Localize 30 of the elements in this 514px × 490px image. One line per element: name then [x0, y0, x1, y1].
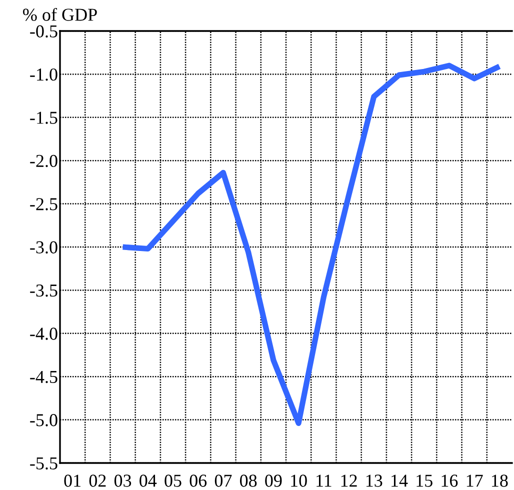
x-tick-label: 06 [190, 474, 207, 487]
x-tick-label: 01 [64, 474, 80, 487]
x-tick-label: 16 [442, 474, 458, 487]
y-tick-label: -5.0 [30, 414, 58, 426]
y-tick-label: -5.5 [30, 457, 58, 470]
y-tick-label: -4.0 [30, 328, 58, 340]
x-tick-label: 17 [466, 474, 483, 487]
x-tick-label: 13 [366, 474, 382, 487]
y-tick-label: -1.5 [30, 112, 58, 124]
y-tick-label: -3.0 [30, 241, 58, 254]
x-tick-label: 14 [392, 474, 408, 487]
y-axis-title: % of GDP [23, 8, 97, 21]
y-tick-label: -0.5 [30, 25, 58, 38]
x-tick-label: 04 [140, 474, 157, 487]
x-tick-label: 18 [492, 474, 508, 487]
y-tick-label: -2.5 [30, 198, 58, 210]
x-tick-label: 08 [240, 474, 257, 487]
y-tick-label: -1.0 [30, 68, 58, 81]
x-tick-label: 03 [114, 474, 132, 487]
x-tick-label: 09 [265, 474, 282, 487]
x-tick-label: 10 [291, 474, 307, 487]
x-tick-label: 15 [416, 474, 432, 487]
y-tick-label: -4.5 [30, 370, 58, 384]
x-tick-label: 02 [89, 474, 106, 487]
x-tick-label: 12 [341, 474, 357, 487]
x-tick-label: 07 [214, 474, 232, 487]
x-tick-label: 05 [164, 474, 182, 487]
x-tick-label: 11 [316, 474, 332, 487]
y-tick-label: -3.5 [30, 284, 58, 297]
y-tick-label: -2.0 [30, 154, 58, 168]
